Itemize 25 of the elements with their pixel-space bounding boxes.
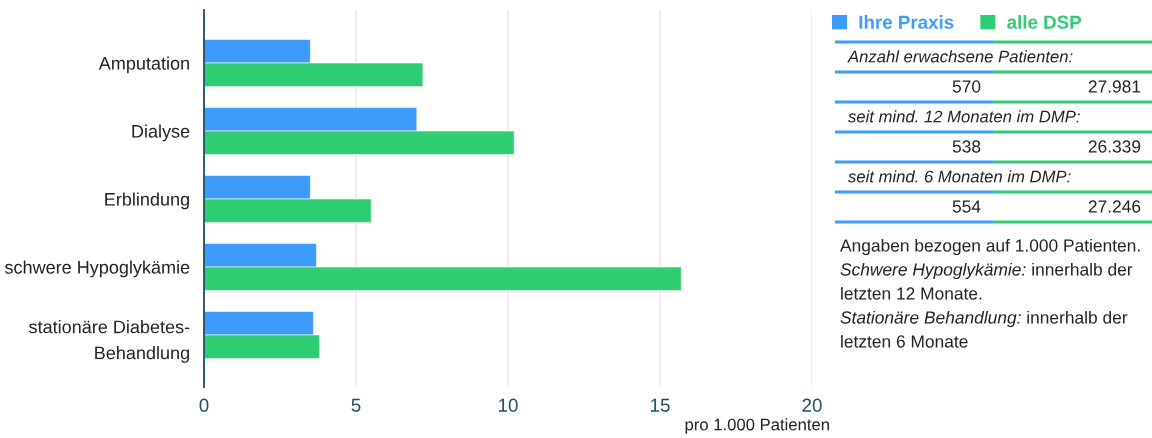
text: 27.981 (1088, 80, 1141, 93)
x-tick-label: 15 (651, 398, 670, 412)
text: Anzahl erwachsene Patienten: (847, 50, 1073, 63)
text: Angaben bezogen auf 1.000 Patienten. (840, 238, 1140, 256)
x-axis-title: pro 1.000 Patienten (685, 418, 829, 434)
y-tick-label: Erblindung (105, 192, 189, 210)
text: 26.339 (1088, 140, 1141, 153)
text: seit mind. 12 Monaten im DMP: (848, 110, 1080, 123)
x-tick-label: 10 (499, 398, 518, 412)
x-tick-label: 5 (351, 398, 361, 412)
legend-label: Ihre Praxis (859, 15, 954, 29)
text: 554 (952, 200, 981, 213)
text: 27.246 (1088, 200, 1141, 213)
text: Schwere Hypoglykämie: innerhalb der letzten 12 Monate. (840, 262, 1133, 300)
y-tick-label: Amputation (98, 56, 189, 74)
text: Stationäre Behandlung: innerhalb der letzten 6 Monate (840, 310, 1128, 348)
y-tick-label: schwere Hypoglykämie (4, 260, 190, 278)
text: seit mind. 6 Monaten im DMP: (848, 170, 1071, 183)
text: 538 (952, 140, 981, 153)
legend-label: alle DSP (1007, 15, 1082, 29)
x-tick-label: 20 (802, 398, 822, 412)
text: 570 (952, 80, 981, 93)
y-tick-label: Dialyse (132, 124, 190, 142)
y-tick-label: stationäre Diabetes- Behandlung (29, 320, 190, 363)
x-tick-label: 0 (199, 398, 209, 412)
